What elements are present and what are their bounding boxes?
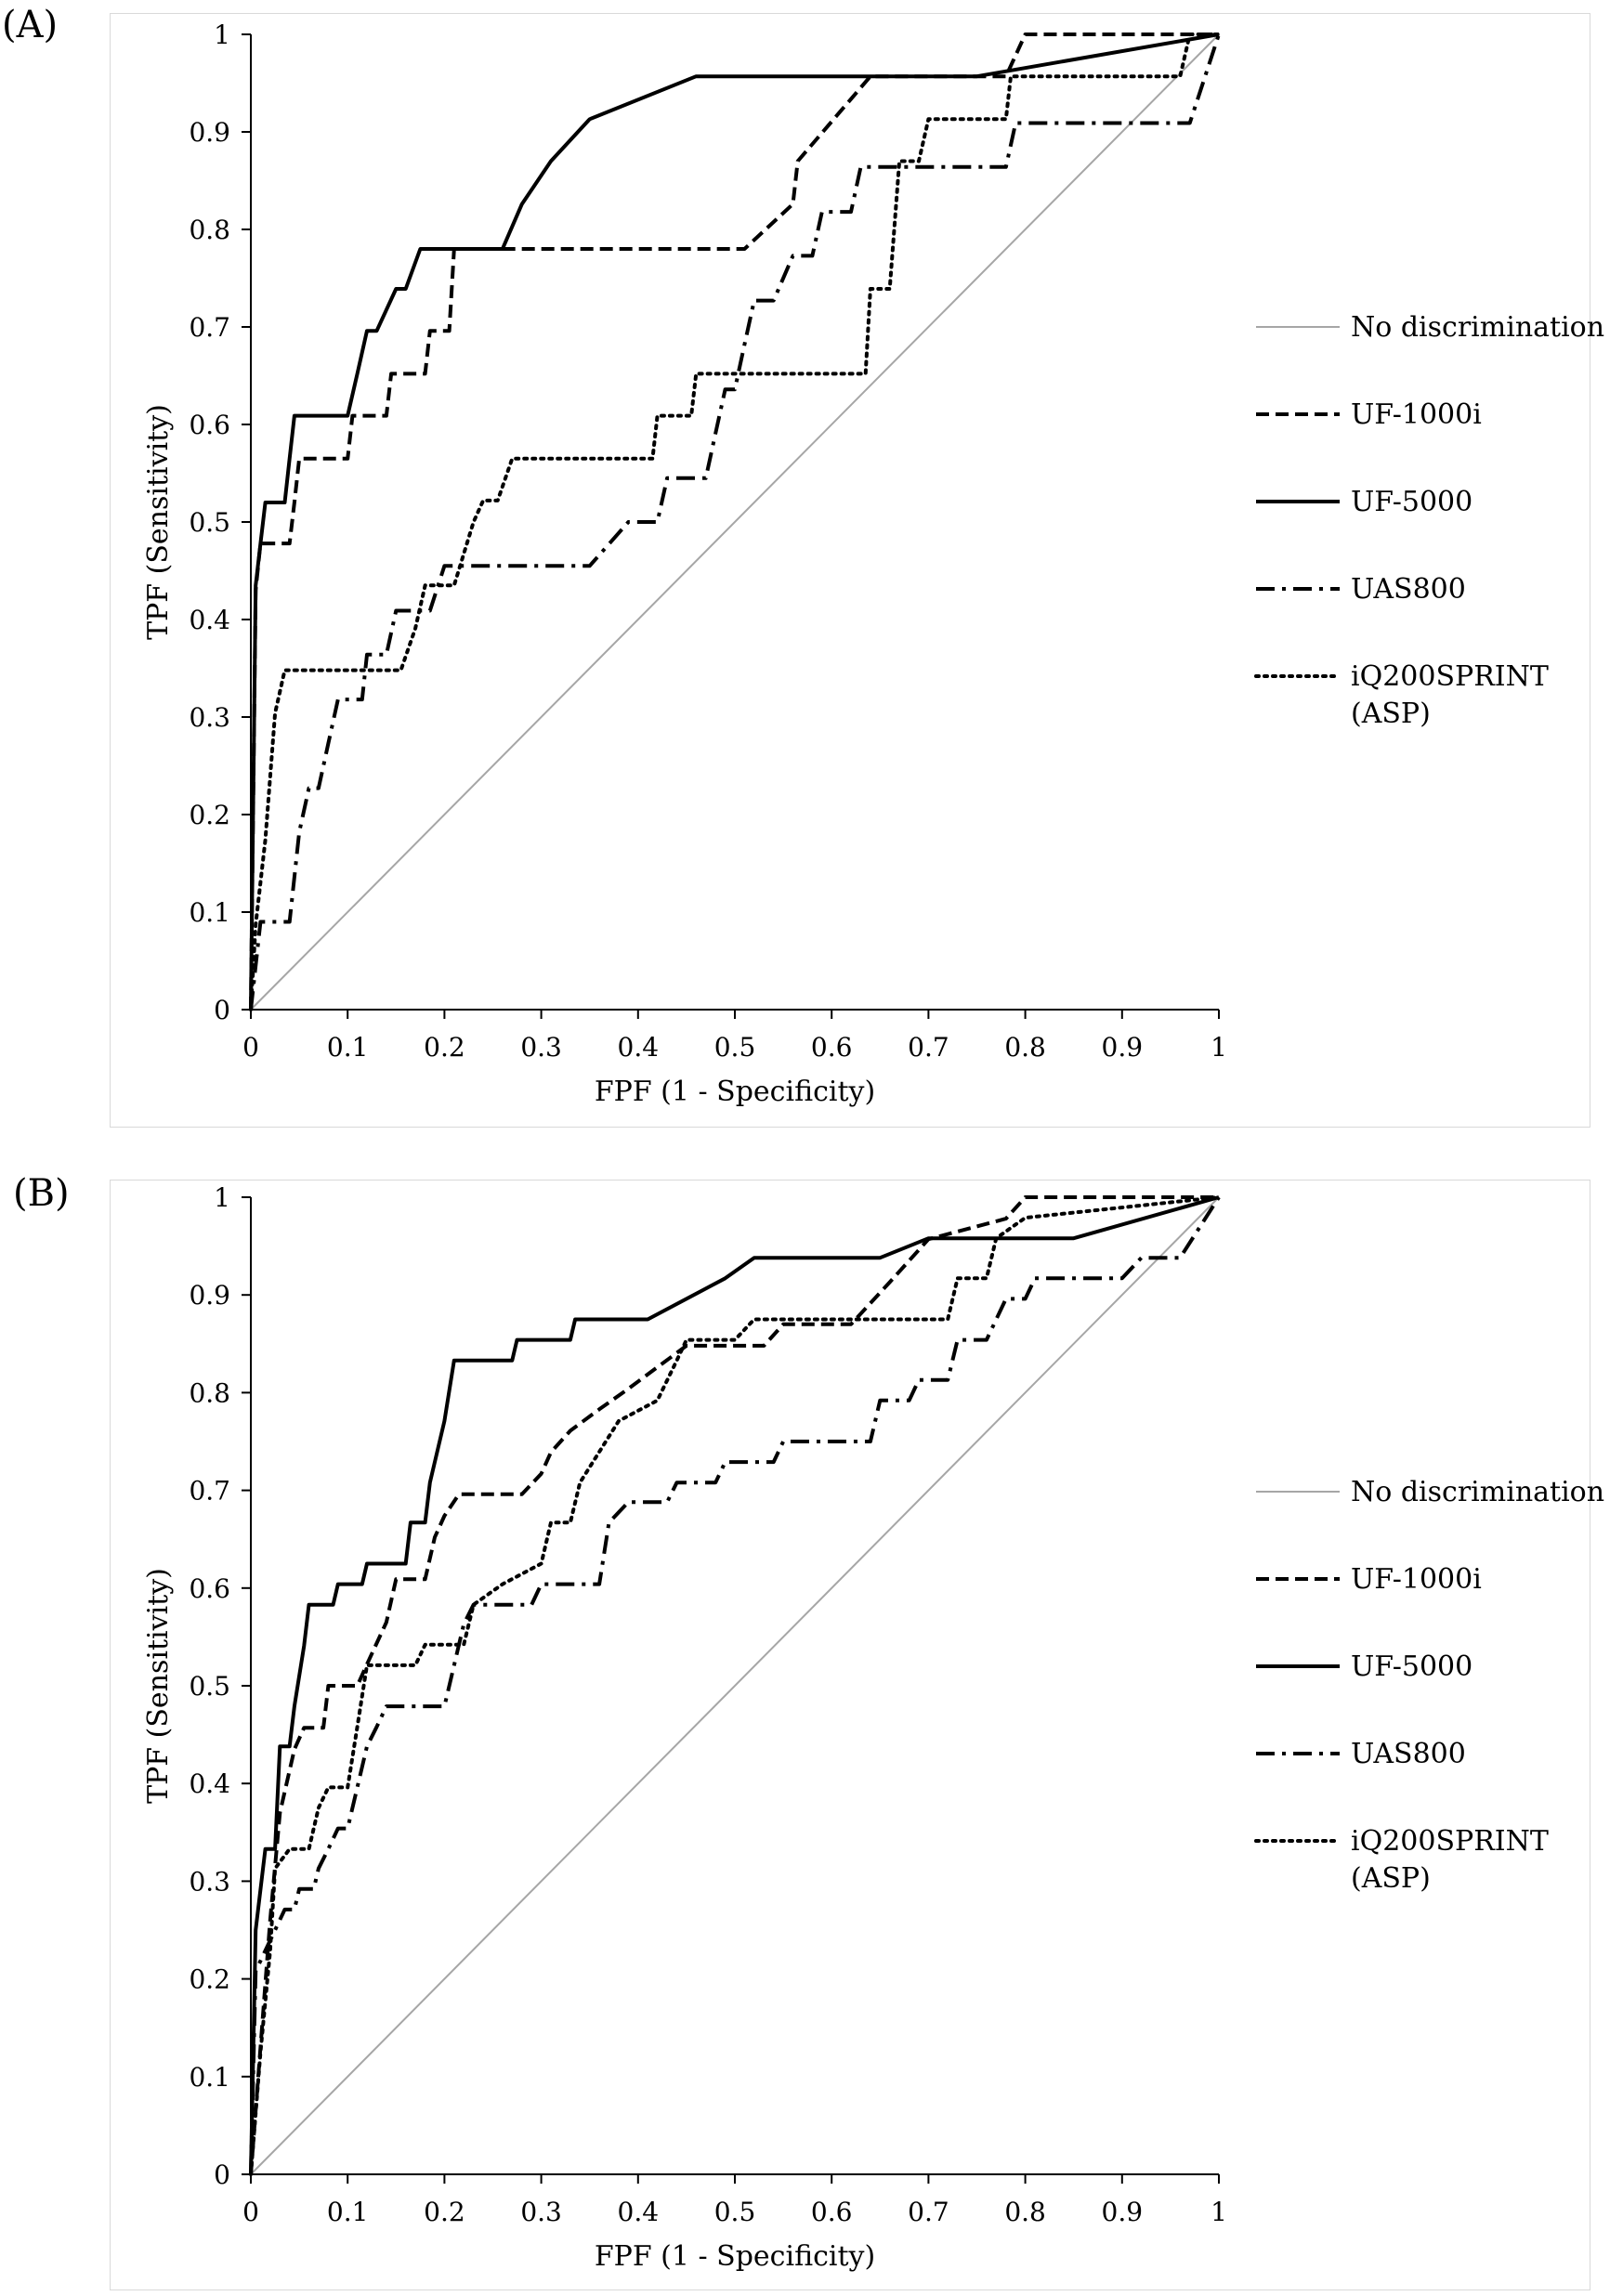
- series-line-uas800: [249, 33, 1221, 1011]
- y-tick-label: 0.2: [189, 800, 230, 830]
- x-tick-label: 1: [1211, 2197, 1227, 2227]
- x-tick-label: 0.9: [1102, 2197, 1144, 2227]
- x-tick-label: 0.8: [1004, 2197, 1046, 2227]
- x-tick-label: 1: [1211, 1032, 1227, 1063]
- y-tick-label: 0.9: [189, 117, 230, 148]
- x-tick-label: 0.4: [618, 1032, 660, 1063]
- legend-label-uas800: UAS800: [1351, 1738, 1466, 1770]
- x-tick-label: 0.3: [520, 1032, 562, 1063]
- series-line-uf-1000i: [249, 1195, 1219, 2175]
- y-tick-label: 0.8: [189, 215, 230, 245]
- x-tick-label: 0.1: [327, 1032, 369, 1063]
- x-tick-label: 0.2: [424, 2197, 465, 2227]
- x-tick-label: 0.1: [327, 2197, 369, 2227]
- y-tick-label: 0: [214, 2159, 230, 2190]
- chart-frame-a: [110, 13, 1590, 1128]
- y-tick-label: 0.3: [189, 702, 230, 733]
- y-tick-label: 1: [214, 1182, 230, 1213]
- x-tick-label: 0.7: [908, 1032, 949, 1063]
- y-tick-label: 0.3: [189, 1866, 230, 1897]
- series-line-uf-5000: [249, 33, 1220, 1011]
- x-tick-label: 0.5: [714, 2197, 756, 2227]
- y-tick-label: 0.4: [189, 605, 230, 635]
- series-line-uf-1000i: [249, 33, 1219, 1011]
- x-tick-label: 0.6: [811, 2197, 853, 2227]
- y-tick-label: 0.4: [189, 1768, 230, 1799]
- x-tick-label: 0.5: [714, 1032, 756, 1063]
- x-tick-label: 0: [242, 1032, 259, 1063]
- x-axis-label: FPF (1 - Specificity): [595, 2240, 875, 2273]
- y-tick-label: 0.9: [189, 1280, 230, 1311]
- y-tick-label: 0.5: [189, 507, 230, 538]
- x-tick-label: 0.4: [618, 2197, 660, 2227]
- x-tick-label: 0.8: [1004, 1032, 1046, 1063]
- legend-label-no-discrimination: No discrimination: [1351, 311, 1604, 344]
- legend-label-iq200sprint-asp: iQ200SPRINT (ASP): [1351, 660, 1549, 730]
- x-tick-label: 0.7: [908, 2197, 949, 2227]
- series-line-no-discrimination: [250, 33, 1220, 1011]
- series-line-iq200sprint-asp: [249, 33, 1221, 1011]
- series-line-uf-5000: [249, 1195, 1220, 2175]
- y-tick-label: 0.5: [189, 1671, 230, 1702]
- y-tick-label: 0.7: [189, 1476, 230, 1507]
- y-tick-label: 0.1: [189, 897, 230, 928]
- panel-label-b: (B): [13, 1172, 70, 1215]
- legend-label-uas800: UAS800: [1351, 573, 1466, 606]
- series-line-iq200sprint-asp: [249, 1195, 1221, 2176]
- chart-frame-b: [110, 1180, 1590, 2290]
- legend-label-uf-1000i: UF-1000i: [1351, 1563, 1482, 1596]
- y-tick-label: 0.7: [189, 312, 230, 343]
- x-tick-label: 0.3: [520, 2197, 562, 2227]
- panel-label-a: (A): [2, 4, 59, 46]
- x-tick-label: 0.2: [424, 1032, 465, 1063]
- y-tick-label: 1: [214, 20, 230, 50]
- series-line-no-discrimination: [250, 1196, 1220, 2175]
- x-axis-label: FPF (1 - Specificity): [595, 1076, 875, 1108]
- y-tick-label: 0.6: [189, 1573, 230, 1604]
- y-tick-label: 0.2: [189, 1964, 230, 1995]
- y-tick-label: 0.1: [189, 2062, 230, 2093]
- legend-label-no-discrimination: No discrimination: [1351, 1476, 1604, 1508]
- y-tick-label: 0.8: [189, 1377, 230, 1408]
- legend-label-iq200sprint-asp: iQ200SPRINT (ASP): [1351, 1825, 1549, 1895]
- series-line-uas800: [249, 1195, 1221, 2175]
- y-tick-label: 0: [214, 995, 230, 1025]
- x-tick-label: 0.6: [811, 1032, 853, 1063]
- legend-label-uf-1000i: UF-1000i: [1351, 398, 1482, 431]
- legend-label-uf-5000: UF-5000: [1351, 1650, 1472, 1683]
- legend-label-uf-5000: UF-5000: [1351, 486, 1472, 518]
- x-tick-label: 0.9: [1102, 1032, 1144, 1063]
- y-axis-label: TPF (Sensitivity): [142, 404, 175, 640]
- y-tick-label: 0.6: [189, 410, 230, 440]
- y-axis-label: TPF (Sensitivity): [142, 1568, 175, 1804]
- x-tick-label: 0: [242, 2197, 259, 2227]
